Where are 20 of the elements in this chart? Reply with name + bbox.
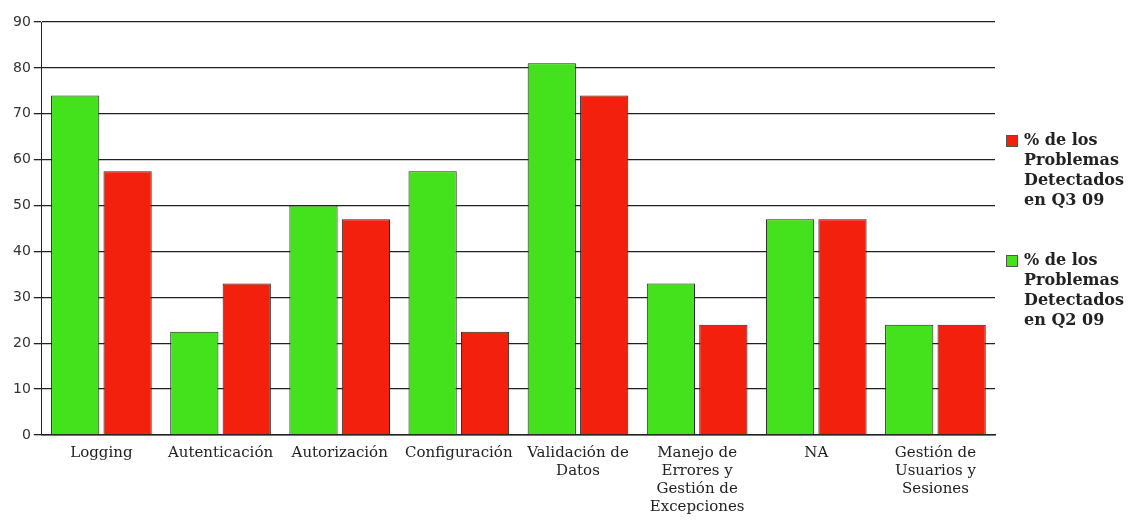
- y-tick-label: 90: [12, 12, 31, 29]
- x-tick-label: Gestión de Usuarios y Sesiones: [894, 442, 977, 497]
- y-tick-label: 40: [12, 242, 31, 259]
- x-tick-label: Validación de Datos: [526, 442, 629, 479]
- y-tick-label: 80: [12, 58, 31, 75]
- x-tick-label: Manejo de Errores y Gestión de Excepciones: [649, 442, 745, 515]
- y-tick-label: 0: [21, 425, 31, 442]
- legend-label: % de los Problemas Detectados en Q2 09: [1024, 250, 1124, 330]
- y-tick-label: 60: [12, 150, 31, 167]
- x-tick-label: NA: [804, 442, 829, 461]
- x-tick-label: Configuración: [405, 442, 513, 461]
- legend-label: % de los Problemas Detectados en Q3 09: [1024, 130, 1124, 210]
- y-tick-label: 10: [12, 379, 31, 396]
- x-tick-label: Autenticación: [166, 442, 274, 461]
- y-tick-label: 20: [12, 333, 31, 350]
- x-tick-label: Autorización: [290, 442, 389, 461]
- y-tick-label: 70: [12, 104, 31, 121]
- y-tick-label: 30: [12, 287, 31, 304]
- y-tick-label: 50: [12, 196, 31, 213]
- x-tick-label: Logging: [70, 442, 133, 461]
